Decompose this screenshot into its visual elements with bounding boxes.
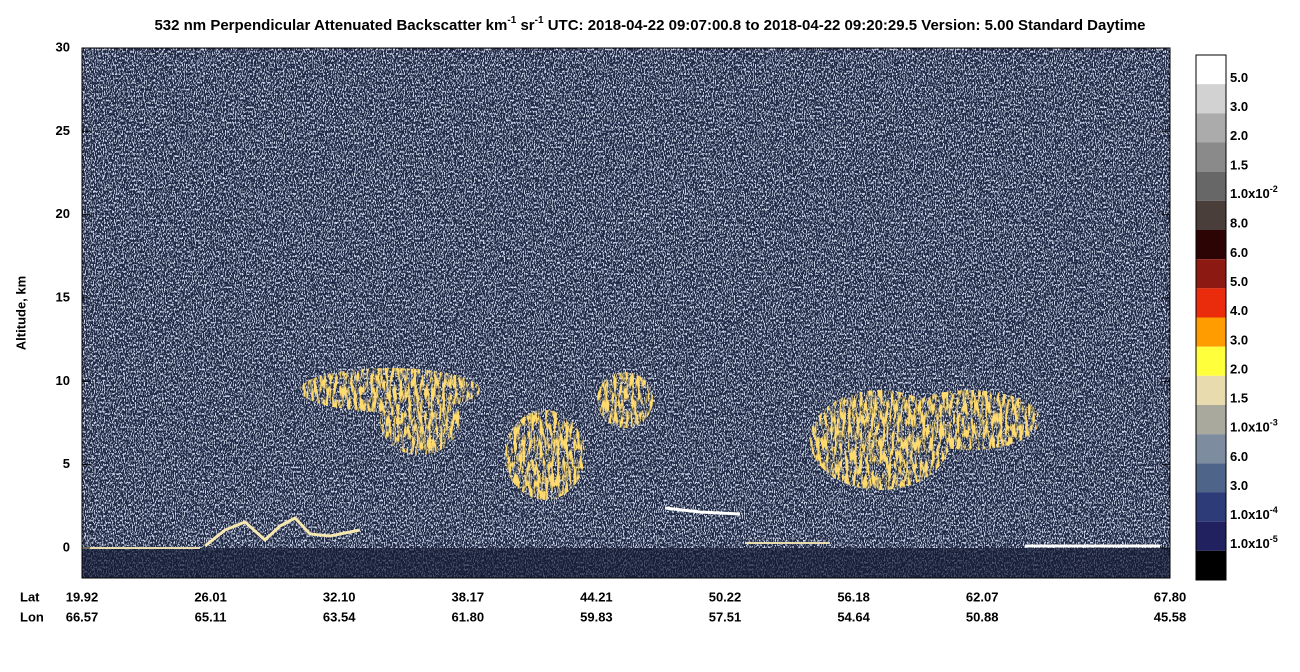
x-tick-label: 50.88 xyxy=(966,609,999,624)
y-tick-label: 15 xyxy=(56,289,70,304)
colorbar-label: 6.0 xyxy=(1230,449,1248,464)
colorbar-label: 2.0 xyxy=(1230,361,1248,376)
plot-frame xyxy=(81,47,1171,579)
colorbar-swatch xyxy=(1196,317,1226,347)
colorbar-label: 1.0x10-3 xyxy=(1230,418,1278,435)
colorbar-label: 5.0 xyxy=(1230,70,1248,85)
x-tick-label: 62.07 xyxy=(966,589,999,604)
colorbar-label: 8.0 xyxy=(1230,216,1248,231)
chart-title: 532 nm Perpendicular Attenuated Backscat… xyxy=(154,15,1145,34)
colorbar-label: 6.0 xyxy=(1230,245,1248,260)
colorbar-label: 3.0 xyxy=(1230,99,1248,114)
y-tick-label: 25 xyxy=(56,123,70,138)
y-tick-label: 30 xyxy=(56,39,70,54)
colorbar-swatch xyxy=(1196,259,1226,289)
colorbar-label-exponent: -2 xyxy=(1270,184,1278,194)
title-text: UTC: 2018-04-22 09:07:00.8 to 2018-04-22… xyxy=(544,17,1146,34)
x-tick-label: 63.54 xyxy=(323,609,356,624)
x-tick-label: 50.22 xyxy=(709,589,742,604)
x-tick-label: 65.11 xyxy=(195,609,227,624)
title-superscript: -1 xyxy=(507,15,516,26)
y-axis-label: Altitude, km xyxy=(13,276,28,350)
colorbar-label: 3.0 xyxy=(1230,332,1248,347)
title-text: sr xyxy=(516,17,535,34)
colorbar-label-exponent: -5 xyxy=(1270,534,1278,544)
x-tick-label: 56.18 xyxy=(837,589,870,604)
x-row-name: Lon xyxy=(20,609,44,624)
title-text: 532 nm Perpendicular Attenuated Backscat… xyxy=(154,17,507,34)
colorbar-swatch xyxy=(1196,405,1226,435)
colorbar-swatch xyxy=(1196,55,1226,85)
x-tick-label: 57.51 xyxy=(709,609,742,624)
y-tick-label: 20 xyxy=(56,206,70,221)
x-tick-label: 19.92 xyxy=(66,589,99,604)
colorbar-label-exponent: -4 xyxy=(1270,505,1278,515)
y-tick-label: 0 xyxy=(63,539,70,554)
colorbar-label-exponent: -3 xyxy=(1270,418,1278,428)
colorbar-swatch xyxy=(1196,521,1226,551)
y-tick-label: 10 xyxy=(56,373,70,388)
colorbar-swatch xyxy=(1196,171,1226,201)
colorbar-swatch xyxy=(1196,463,1226,493)
x-tick-label: 61.80 xyxy=(452,609,485,624)
colorbar-label-text: 1.0x10 xyxy=(1230,507,1270,522)
colorbar-label: 2.0 xyxy=(1230,128,1248,143)
x-tick-label: 54.64 xyxy=(837,609,870,624)
colorbar-swatch xyxy=(1196,375,1226,405)
x-tick-label: 32.10 xyxy=(323,589,356,604)
x-row-name: Lat xyxy=(20,589,40,604)
colorbar-swatch xyxy=(1196,113,1226,143)
colorbar-label-text: 1.0x10 xyxy=(1230,420,1270,435)
x-tick-label: 44.21 xyxy=(580,589,613,604)
colorbar-label: 3.0 xyxy=(1230,478,1248,493)
plot-background xyxy=(82,48,1170,578)
colorbar-swatch xyxy=(1196,434,1226,464)
colorbar-swatch xyxy=(1196,84,1226,114)
colorbar-label: 1.5 xyxy=(1230,391,1248,406)
x-tick-label: 38.17 xyxy=(452,589,485,604)
title-superscript: -1 xyxy=(535,15,544,26)
x-tick-label: 67.80 xyxy=(1154,589,1187,604)
colorbar-swatch xyxy=(1196,230,1226,260)
x-tick-label: 59.83 xyxy=(580,609,613,624)
x-tick-label: 26.01 xyxy=(194,589,227,604)
colorbar-label: 4.0 xyxy=(1230,303,1248,318)
colorbar-label: 1.5 xyxy=(1230,157,1248,172)
colorbar-label: 1.0x10-5 xyxy=(1230,534,1278,551)
colorbar-frame xyxy=(1195,54,1227,581)
colorbar-swatch xyxy=(1196,346,1226,376)
colorbar-swatch xyxy=(1196,200,1226,230)
colorbar-swatch xyxy=(1196,550,1226,580)
colorbar-swatch xyxy=(1196,142,1226,172)
x-tick-label: 45.58 xyxy=(1154,609,1187,624)
colorbar-label: 1.0x10-4 xyxy=(1230,505,1278,522)
colorbar-swatch xyxy=(1196,288,1226,318)
colorbar-swatch xyxy=(1196,492,1226,522)
colorbar-label-text: 1.0x10 xyxy=(1230,186,1270,201)
y-tick-label: 5 xyxy=(63,456,70,471)
colorbar-label: 5.0 xyxy=(1230,274,1248,289)
colorbar-label-text: 1.0x10 xyxy=(1230,536,1270,551)
x-tick-label: 66.57 xyxy=(66,609,99,624)
colorbar-label: 1.0x10-2 xyxy=(1230,184,1278,201)
